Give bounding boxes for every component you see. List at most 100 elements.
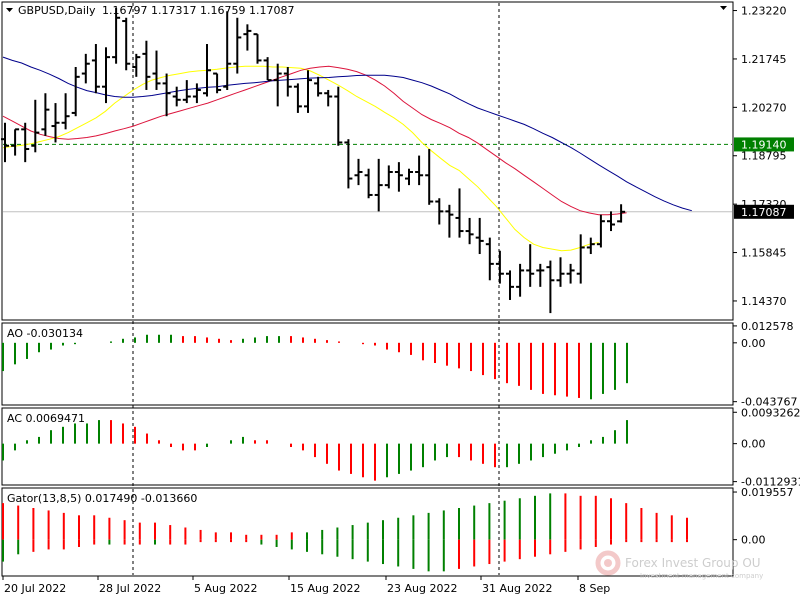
ohlc-bar xyxy=(596,214,605,248)
ohlc-bar xyxy=(122,17,131,71)
price-pane-border xyxy=(1,1,734,321)
ohlc-bar xyxy=(394,162,403,192)
price-tick-label: 1.21745 xyxy=(741,53,787,66)
ohlc-bar xyxy=(475,217,484,255)
level-label-box xyxy=(734,137,794,152)
ac-tick-label: 0.0093262 xyxy=(741,406,800,419)
price-tick-label: 1.18795 xyxy=(741,150,787,163)
watermark-subtitle: Investment management company xyxy=(640,572,763,580)
ohlc-bar xyxy=(607,211,615,232)
ohlc-bar xyxy=(516,263,525,297)
grid-layer xyxy=(132,3,500,575)
ohlc-readout: 1.16797 1.17317 1.16759 1.17087 xyxy=(102,4,294,17)
ohlc-bar xyxy=(61,93,70,130)
ohlc-bar xyxy=(445,204,454,238)
ao-tick-label: -0.043767 xyxy=(741,396,797,409)
ohlc-bar xyxy=(586,237,595,255)
gator-histogram xyxy=(2,493,688,572)
ao-title: AO -0.030134 xyxy=(7,327,83,340)
moving-averages xyxy=(2,56,692,252)
ohlc-bar xyxy=(293,83,302,113)
ohlc-bar xyxy=(283,66,292,97)
scroll-indicator-icon[interactable] xyxy=(720,6,727,10)
moving-average-line xyxy=(2,65,599,252)
ohlc-bar xyxy=(21,122,30,163)
ohlc-bar xyxy=(465,217,474,245)
ohlc-bar xyxy=(485,237,494,281)
ohlc-bar xyxy=(81,53,90,84)
ohlc-bar xyxy=(435,198,444,225)
ohlc-bar xyxy=(132,53,141,77)
date-label: 28 Jul 2022 xyxy=(99,582,161,595)
current-price-label: 1.17087 xyxy=(741,206,787,219)
ohlc-bar xyxy=(506,270,514,300)
ohlc-bar xyxy=(374,158,383,212)
date-axis: 20 Jul 2022 28 Jul 2022 5 Aug 2022 15 Aug 2… xyxy=(2,576,610,595)
ohlc-bar xyxy=(263,57,272,82)
ac-histogram xyxy=(2,420,628,481)
ao-tick-label: 0.00 xyxy=(741,337,766,350)
price-tick-label: 1.17320 xyxy=(741,198,787,211)
ohlc-bar xyxy=(576,234,585,284)
ao-tick-label: 0.012578 xyxy=(741,320,794,333)
ohlc-bar xyxy=(112,7,121,64)
date-label: 8 Sep xyxy=(579,582,610,595)
ohlc-bar xyxy=(1,122,9,163)
ohlc-bar xyxy=(415,155,424,186)
price-tick-label: 1.20270 xyxy=(741,101,787,114)
ohlc-bar xyxy=(223,11,232,90)
ohlc-bar xyxy=(192,83,201,104)
ohlc-bar xyxy=(203,44,211,97)
ohlc-bar xyxy=(11,128,20,156)
ohlc-bar xyxy=(273,63,282,107)
ohlc-bar xyxy=(91,44,100,94)
ohlc-bar xyxy=(344,139,353,189)
ohlc-bar xyxy=(233,17,242,74)
watermark-logo: Forex Invest Group OU Investment managem… xyxy=(595,550,763,580)
ohlc-bar xyxy=(213,72,222,94)
date-label: 15 Aug 2022 xyxy=(290,582,360,595)
dropdown-arrow-icon[interactable] xyxy=(6,8,13,12)
price-tick-label: 1.14370 xyxy=(741,295,787,308)
ohlc-bar xyxy=(425,149,434,205)
ac-tick-label: 0.00 xyxy=(741,438,766,451)
ohlc-bar xyxy=(364,168,373,199)
ohlc-bar xyxy=(71,66,80,117)
watermark-name: Forex Invest Group OU xyxy=(625,556,761,570)
price-tick-label: 1.23220 xyxy=(741,5,787,18)
ohlc-bar xyxy=(172,86,181,107)
ohlc-bar xyxy=(41,93,50,136)
ohlc-bar xyxy=(31,99,40,153)
ohlc-bar xyxy=(556,257,565,287)
date-label: 5 Aug 2022 xyxy=(194,582,257,595)
ohlc-bar xyxy=(617,204,626,223)
price-tick-label: 1.15845 xyxy=(741,247,787,260)
ohlc-bar xyxy=(152,50,161,90)
ohlc-bar xyxy=(142,40,151,90)
gator-tick-label: 0.00 xyxy=(741,534,766,547)
ohlc-bar xyxy=(536,263,545,287)
price-pane: 1.19140 1.17087 xyxy=(3,137,794,219)
moving-average-line xyxy=(2,65,627,216)
date-label: 20 Jul 2022 xyxy=(4,582,66,595)
ohlc-bar xyxy=(182,80,191,104)
ohlc-bar xyxy=(526,244,535,287)
ohlc-bar xyxy=(102,47,110,104)
price-axis: 1.23220 1.21745 1.20270 1.18795 1.17320 1.158… xyxy=(733,5,800,547)
ohlc-bar xyxy=(566,263,575,284)
gator-title: Gator(13,8,5) 0.017490 -0.013660 xyxy=(7,492,197,505)
moving-average-line xyxy=(2,56,692,212)
ohlc-bar xyxy=(495,250,504,284)
ohlc-bar xyxy=(384,165,393,189)
ohlc-bar xyxy=(546,260,555,314)
ohlc-bar xyxy=(243,24,252,51)
gator-tick-label: 0.019557 xyxy=(741,486,794,499)
current-price-box xyxy=(734,204,794,219)
ohlc-bar xyxy=(455,188,464,238)
ohlc-bar xyxy=(334,86,343,146)
ac-title: AC 0.0069471 xyxy=(7,412,85,425)
date-label: 31 Aug 2022 xyxy=(482,582,552,595)
